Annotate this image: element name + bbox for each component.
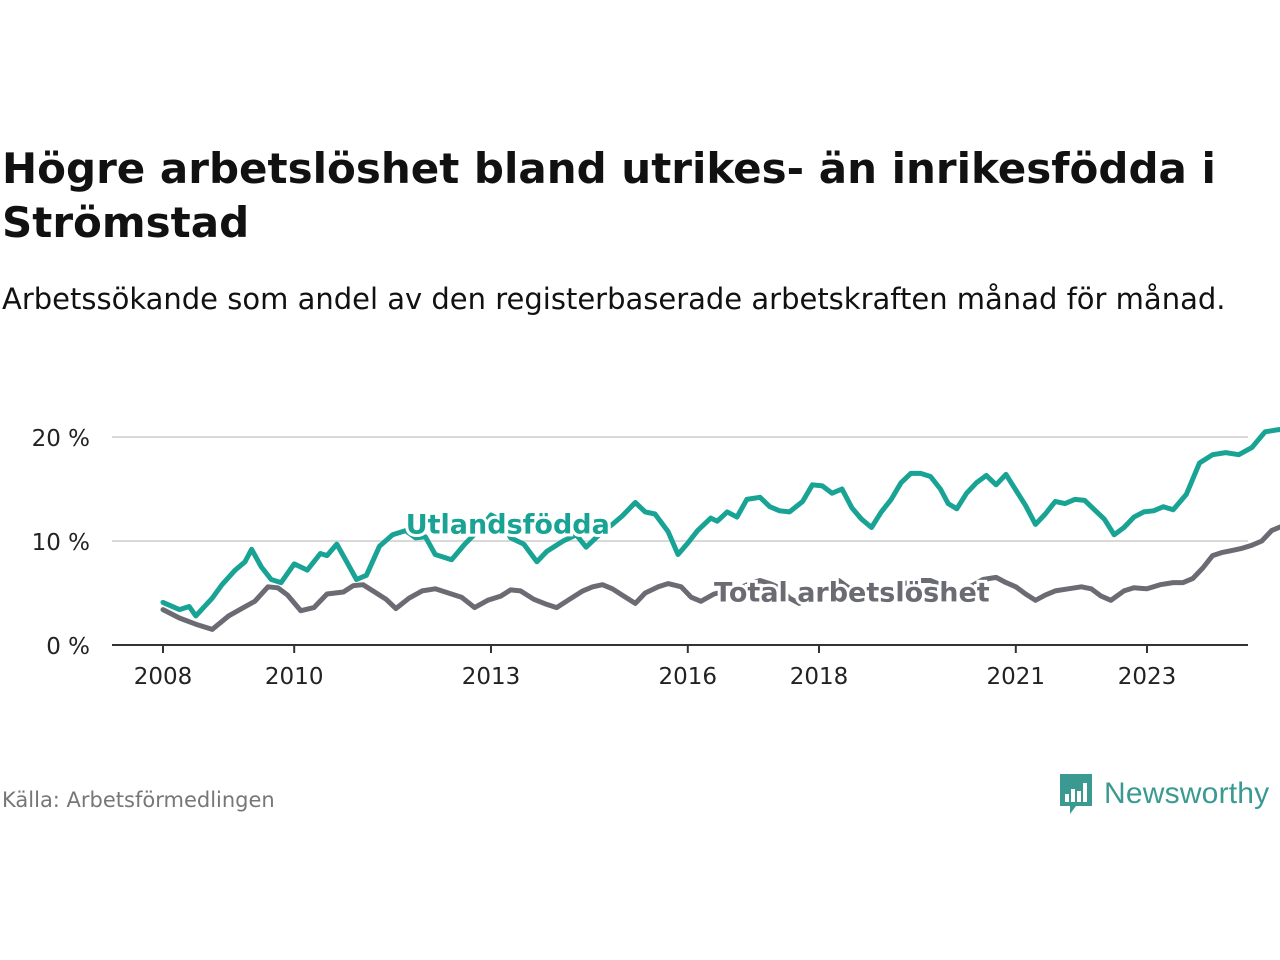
gridlines [112,436,1248,542]
y-tick-label: 10 % [32,530,90,556]
chart-subtitle: Arbetssökande som andel av den registerb… [2,282,1226,316]
x-tick-label: 2018 [790,664,849,690]
brand-name: Newsworthy [1104,777,1270,810]
y-axis-ticks: 0 % 10 % 20 % [32,426,90,660]
y-tick-label: 20 % [32,426,90,452]
total-line [160,524,1280,632]
series-label-foreign: Utlandsfödda [406,510,610,541]
bar-chart-logo-icon [1060,774,1092,814]
x-tick-label: 2010 [265,664,324,690]
y-tick-label: 0 % [46,634,90,660]
x-tick-label: 2023 [1118,664,1177,690]
x-tick-label: 2016 [659,664,718,690]
line-chart: 0 % 10 % 20 % 2008 2010 2013 2016 2018 2021 2023… [32,426,1280,690]
series-label-total: Total arbetslöshet [714,577,990,608]
x-tick-label: 2021 [987,664,1046,690]
x-axis: 2008 2010 2013 2016 2018 2021 2023 [112,644,1248,690]
brand-logo: Newsworthy [1058,772,1269,816]
foreign-line [160,427,1280,619]
chart-title: Högre arbetslöshet bland utrikes- än inr… [2,144,1216,247]
series-lines [160,427,1280,632]
x-tick-label: 2008 [134,664,193,690]
x-tick-label: 2013 [462,664,521,690]
source-note: Källa: Arbetsförmedlingen [2,788,275,812]
